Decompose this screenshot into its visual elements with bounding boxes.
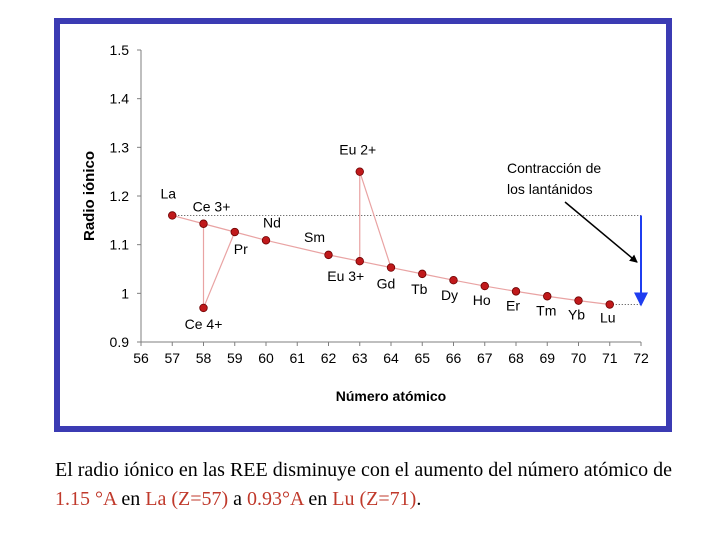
series-line-4 [359,171,392,268]
x-tick-label: 60 [258,350,274,366]
x-tick-label: 59 [227,350,243,366]
x-tick-label: 72 [633,350,649,366]
data-point-eu2plus [355,167,364,176]
x-tick-label: 62 [321,350,337,366]
caption-value-end-radius: 0.93°A [247,488,304,510]
data-point-eu3plus [355,257,364,266]
chart-svg: 56 57 58 59 60 61 62 63 64 65 66 67 68 69 70 71 72 0.9 1 1.… [81,42,649,404]
point-label-sm: Sm [304,229,325,245]
data-point-tb [418,269,427,279]
y-tick-label: 1.5 [110,42,130,58]
data-point-nd [261,236,271,245]
point-label-tm: Tm [536,302,556,318]
data-point-pr [230,227,239,237]
y-tick-label: 1.3 [110,139,130,155]
contraction-arrowhead [634,292,648,307]
annotation-line-2: los lantánidos [507,181,593,197]
point-label-eu3plus: Eu 3+ [327,268,364,284]
caption-text-4: en [303,488,333,510]
point-label-la: La [160,185,176,201]
x-tick-label: 58 [196,350,212,366]
data-point-tm [543,292,552,301]
x-tick-label: 63 [352,350,368,366]
point-label-ce3plus: Ce 3+ [193,199,231,215]
series-line-3 [202,231,236,309]
point-label-yb: Yb [568,307,585,323]
point-label-pr: Pr [234,241,248,257]
x-tick-label: 65 [414,350,430,366]
caption-text-1: El radio iónico en las REE disminuye con… [55,459,673,481]
data-point-ce3plus [199,219,208,228]
x-tick-label: 67 [477,350,493,366]
point-label-nd: Nd [263,214,281,230]
data-point-er [511,287,521,296]
caption-text-2: en [116,488,146,510]
x-tick-label: 57 [164,350,180,366]
x-tick-label: 66 [446,350,462,366]
data-point-gd [386,263,396,272]
point-label-dy: Dy [441,287,458,303]
x-tick-label: 70 [571,350,587,366]
caption: El radio iónico en las REE disminuye con… [55,456,705,514]
caption-text-5: . [416,488,422,510]
series-line-1 [172,214,610,306]
data-point-lu [605,300,614,309]
data-point-ce4plus [199,303,208,313]
y-axis-title: Radio iónico [81,151,98,241]
point-label-eu2plus: Eu 2+ [339,142,376,158]
data-point-ho [480,281,489,291]
point-label-ce4plus: Ce 4+ [185,316,223,332]
data-point-sm [324,250,333,260]
x-tick-label: 61 [289,350,305,366]
x-axis-title: Número atómico [336,388,446,404]
point-label-ho: Ho [473,292,491,308]
x-tick-label: 69 [539,350,555,366]
y-tick-label: 1.1 [110,237,130,253]
data-point-dy [449,275,458,285]
y-tick-label: 1.4 [110,91,130,107]
chart-frame: 56 57 58 59 60 61 62 63 64 65 66 67 68 69 70 71 72 0.9 1 1.… [54,18,672,432]
x-tick-label: 56 [133,350,149,366]
caption-text-3: a [228,488,248,510]
y-tick-label: 0.9 [110,334,130,350]
y-tick-label: 1.2 [110,188,130,204]
chart-panel: 56 57 58 59 60 61 62 63 64 65 66 67 68 69 70 71 72 0.9 1 1.… [60,24,666,426]
caption-value-start-radius: 1.15 °A [55,488,117,510]
point-label-gd: Gd [377,276,396,292]
point-label-er: Er [506,297,520,313]
x-tick-label: 64 [383,350,399,366]
data-point-la [168,211,177,220]
caption-value-la: La (Z=57) [145,488,229,510]
data-point-yb [574,296,583,305]
caption-value-lu: Lu (Z=71) [332,488,417,510]
y-tick-label: 1 [121,285,129,301]
x-tick-label: 68 [508,350,524,366]
x-tick-label: 71 [602,350,618,366]
annotation-line-1: Contracción de [507,160,601,176]
point-label-lu: Lu [600,310,616,326]
annotation-arrow [564,201,638,263]
point-label-tb: Tb [411,281,428,297]
